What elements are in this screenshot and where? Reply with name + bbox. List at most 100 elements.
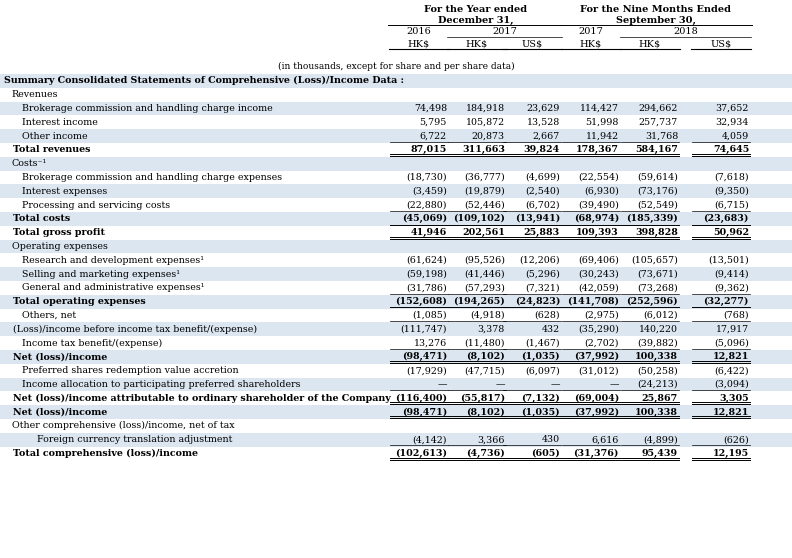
Text: 37,652: 37,652 [716,104,749,113]
Bar [0,239,792,253]
Text: Foreign currency translation adjustment: Foreign currency translation adjustment [22,435,232,444]
Text: HK$: HK$ [466,40,488,49]
Text: 114,427: 114,427 [580,104,619,113]
Text: Income tax benefit/(expense): Income tax benefit/(expense) [22,339,162,348]
Text: 31,768: 31,768 [645,132,678,141]
Text: (4,699): (4,699) [525,173,560,182]
Text: Total operating expenses: Total operating expenses [13,297,146,306]
Text: (39,490): (39,490) [578,200,619,210]
Text: (61,624): (61,624) [406,256,447,265]
Text: General and administrative expenses¹: General and administrative expenses¹ [22,283,204,292]
Text: (1,035): (1,035) [521,407,560,417]
Text: (42,059): (42,059) [578,283,619,292]
Text: 2018: 2018 [673,27,698,36]
Text: (98,471): (98,471) [402,352,447,362]
Bar [0,143,792,157]
Bar [0,253,792,267]
Text: 13,276: 13,276 [413,339,447,348]
Bar [0,391,792,405]
Text: 294,662: 294,662 [638,104,678,113]
Text: 178,367: 178,367 [576,146,619,155]
Text: 11,942: 11,942 [586,132,619,141]
Text: 12,195: 12,195 [713,449,749,458]
Bar [0,226,792,239]
Text: Brokerage commission and handling charge expenses: Brokerage commission and handling charge… [22,173,282,182]
Text: (102,613): (102,613) [395,449,447,458]
Text: —: — [496,380,505,389]
Text: 140,220: 140,220 [639,325,678,334]
Text: 100,338: 100,338 [635,407,678,417]
Text: Interest expenses: Interest expenses [22,187,107,196]
Text: (4,142): (4,142) [413,435,447,444]
Text: (37,992): (37,992) [574,352,619,362]
Text: Operating expenses: Operating expenses [12,242,108,251]
Text: (18,730): (18,730) [406,173,447,182]
Text: 109,393: 109,393 [577,228,619,237]
Text: September 30,: September 30, [616,16,696,25]
Text: 6,722: 6,722 [420,132,447,141]
Text: (13,941): (13,941) [515,214,560,223]
Text: 184,918: 184,918 [466,104,505,113]
Text: 202,561: 202,561 [462,228,505,237]
Text: (73,671): (73,671) [638,270,678,278]
Text: 398,828: 398,828 [635,228,678,237]
Text: (3,459): (3,459) [412,187,447,196]
Text: (52,446): (52,446) [464,200,505,210]
Text: HK$: HK$ [408,40,430,49]
Text: 100,338: 100,338 [635,353,678,362]
Text: 12,821: 12,821 [713,407,749,417]
Text: (9,362): (9,362) [714,283,749,292]
Text: Other comprehensive (loss)/income, net of tax: Other comprehensive (loss)/income, net o… [12,421,234,430]
Text: 2017: 2017 [579,27,604,36]
Text: 41,946: 41,946 [411,228,447,237]
Text: Total gross profit: Total gross profit [13,228,105,237]
Text: (152,608): (152,608) [395,297,447,306]
Text: 74,498: 74,498 [414,104,447,113]
Text: Total revenues: Total revenues [13,146,90,155]
Text: —: — [437,380,447,389]
Text: Preferred shares redemption value accretion: Preferred shares redemption value accret… [22,366,238,375]
Text: (31,376): (31,376) [573,449,619,458]
Text: (2,702): (2,702) [584,339,619,348]
Text: 50,962: 50,962 [713,228,749,237]
Bar [0,157,792,171]
Text: 584,167: 584,167 [635,146,678,155]
Text: (252,596): (252,596) [626,297,678,306]
Text: (5,096): (5,096) [714,339,749,348]
Text: 17,917: 17,917 [716,325,749,334]
Text: 2017: 2017 [492,27,517,36]
Text: (605): (605) [531,449,560,458]
Text: (4,736): (4,736) [466,449,505,458]
Text: (626): (626) [723,435,749,444]
Bar [0,419,792,433]
Text: (1,085): (1,085) [413,311,447,320]
Text: 51,998: 51,998 [585,118,619,127]
Text: (36,777): (36,777) [464,173,505,182]
Text: (Loss)/income before income tax benefit/(expense): (Loss)/income before income tax benefit/… [13,325,257,334]
Text: (30,243): (30,243) [578,270,619,278]
Text: 2,667: 2,667 [533,132,560,141]
Text: 3,366: 3,366 [478,435,505,444]
Bar [0,364,792,378]
Text: (1,467): (1,467) [525,339,560,348]
Bar [0,116,792,129]
Bar [0,88,792,102]
Text: (4,918): (4,918) [470,311,505,320]
Text: (6,012): (6,012) [643,311,678,320]
Text: Processing and servicing costs: Processing and servicing costs [22,200,170,210]
Text: (31,786): (31,786) [406,283,447,292]
Text: US$: US$ [521,40,543,49]
Bar [0,102,792,116]
Text: (7,618): (7,618) [714,173,749,182]
Text: 2016: 2016 [406,27,432,36]
Text: (7,321): (7,321) [525,283,560,292]
Text: (68,974): (68,974) [573,214,619,223]
Text: (95,526): (95,526) [464,256,505,265]
Bar [0,433,792,446]
Text: (57,293): (57,293) [464,283,505,292]
Text: (9,414): (9,414) [714,270,749,278]
Text: (19,879): (19,879) [464,187,505,196]
Text: (4,899): (4,899) [643,435,678,444]
Bar [0,267,792,281]
Text: Net (loss)/income: Net (loss)/income [13,353,107,362]
